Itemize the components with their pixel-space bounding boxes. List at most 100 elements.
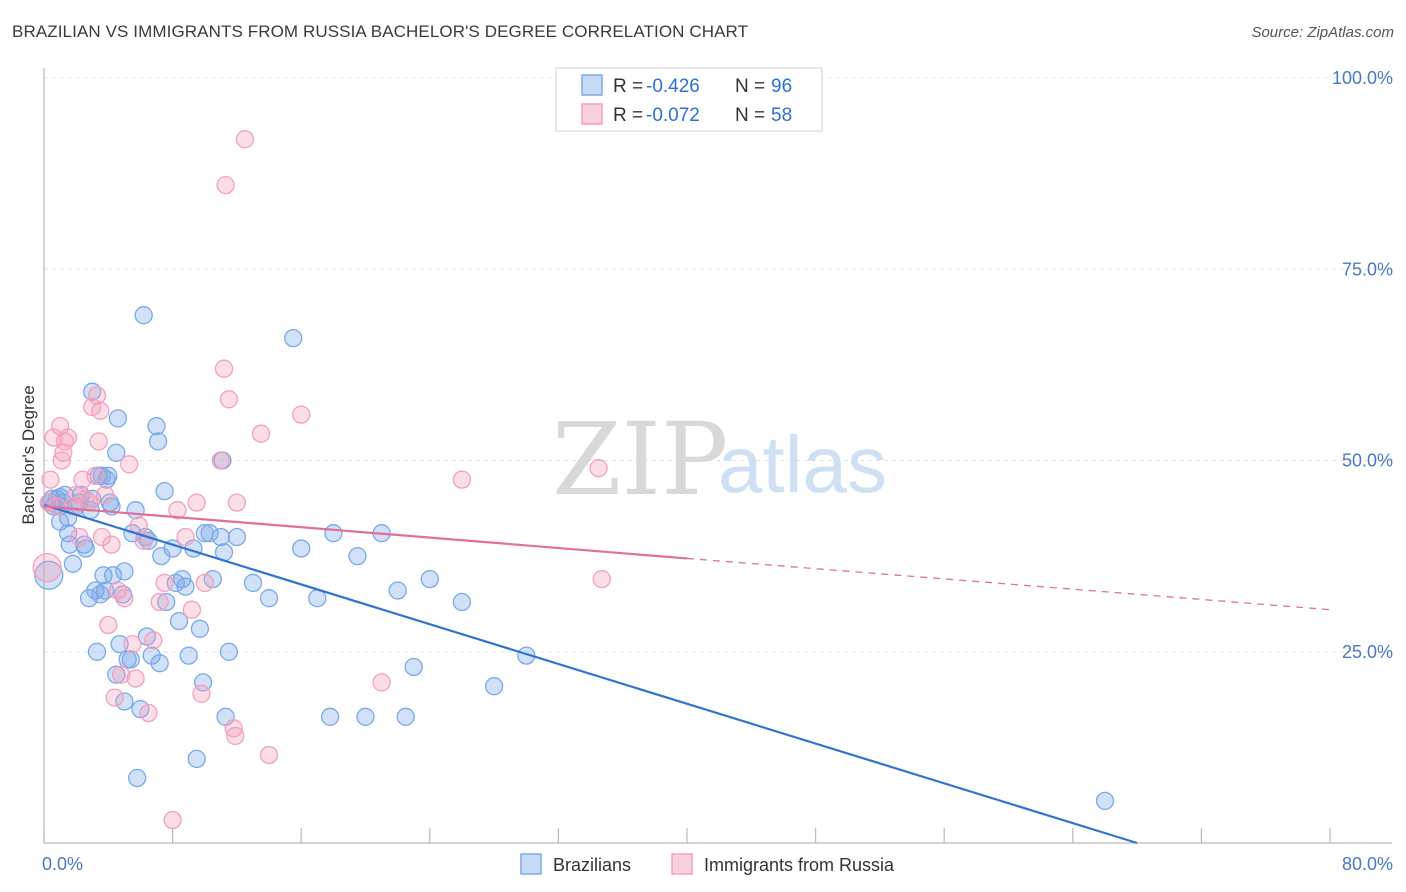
russia-point-28 — [115, 589, 134, 608]
legend-swatch-brazilians — [581, 74, 603, 96]
brazilians-point-56 — [155, 481, 174, 501]
brazilians-point-80 — [292, 539, 311, 558]
russia-point-39 — [168, 501, 187, 520]
legend: R = -0.426 N = 96 R = -0.072 N = 58 — [555, 67, 823, 132]
russia-point-55 — [292, 405, 311, 424]
brazilians-point-88 — [396, 707, 415, 726]
brazilians-point-75 — [219, 642, 239, 661]
trend-lines — [43, 503, 1331, 845]
russia-point-31 — [126, 669, 145, 688]
y-tick-label-2: 75.0% — [1342, 259, 1393, 279]
bottom-legend-russia: Immigrants from Russia — [704, 855, 895, 875]
brazilians-point-79 — [284, 328, 303, 348]
brazilians-point-52 — [147, 416, 166, 436]
brazilians-point-42 — [121, 650, 140, 669]
brazilians-point-85 — [356, 707, 375, 726]
brazilians-point-62 — [176, 577, 195, 596]
russia-point-52 — [235, 130, 255, 149]
brazilians-point-90 — [420, 569, 439, 589]
brazilians-point-54 — [150, 654, 169, 673]
russia-point-17 — [86, 466, 105, 485]
series-brazilians-points — [34, 306, 1115, 811]
brazilians-point-92 — [484, 677, 504, 696]
brazilians-point-36 — [108, 409, 128, 428]
russia-point-41 — [182, 600, 202, 619]
brazilians-point-63 — [179, 646, 198, 665]
y-tick-label-1: 50.0% — [1342, 451, 1393, 471]
russia-point-44 — [195, 573, 214, 593]
grid-lines — [44, 77, 1392, 653]
brazilians-point-17 — [76, 539, 95, 558]
russia-point-49 — [224, 719, 243, 738]
russia-point-9 — [58, 428, 78, 447]
brazilians-point-87 — [388, 581, 407, 600]
brazilians-point-44 — [126, 501, 145, 520]
legend-r-value-1: -0.072 — [646, 105, 700, 126]
brazilians-point-60 — [169, 611, 189, 631]
brazilians-point-84 — [348, 546, 367, 566]
brazilians-point-71 — [211, 527, 230, 547]
brazilians-point-83 — [324, 524, 343, 543]
russia-point-29 — [120, 455, 139, 474]
brazilians-point-40 — [115, 562, 134, 581]
brazilians-point-53 — [148, 432, 168, 451]
brazilians-point-35 — [107, 443, 126, 462]
russia-point-35 — [144, 631, 163, 650]
brazilians-trend-line — [43, 503, 1138, 845]
brazilians-point-94 — [1095, 791, 1115, 811]
russia-point-19 — [89, 432, 108, 451]
brazilians-point-76 — [227, 527, 247, 547]
russia-point-23 — [99, 615, 118, 635]
russia-trend-extension — [686, 557, 1331, 611]
y-tick-label-0: 25.0% — [1342, 642, 1393, 662]
russia-point-18 — [87, 386, 107, 405]
brazilians-point-39 — [115, 692, 134, 711]
russia-point-59 — [592, 569, 611, 589]
watermark-zip: ZIP — [552, 401, 728, 518]
watermark-atlas: atlas — [718, 420, 887, 509]
russia-point-36 — [150, 592, 169, 612]
legend-n-value-1: 58 — [771, 105, 792, 126]
brazilians-point-82 — [320, 707, 340, 726]
brazilians-point-78 — [259, 589, 279, 608]
legend-n-label-1: N = — [735, 105, 765, 126]
legend-n-value-0: 96 — [771, 76, 792, 97]
russia-point-48 — [219, 390, 239, 409]
legend-r-value-0: -0.426 — [646, 76, 700, 97]
y-axis-label: Bachelor's Degree — [19, 385, 38, 524]
russia-point-12 — [70, 527, 89, 547]
russia-point-20 — [91, 401, 110, 420]
brazilians-point-65 — [187, 749, 206, 769]
russia-point-47 — [216, 175, 235, 195]
legend-r-label-1: R = — [613, 105, 643, 126]
russia-point-3 — [44, 428, 63, 447]
russia-point-56 — [372, 673, 391, 692]
y-tick-label-3: 100.0% — [1332, 68, 1393, 88]
russia-point-0 — [32, 552, 62, 583]
brazilians-point-30 — [99, 466, 118, 485]
russia-point-42 — [187, 493, 206, 512]
brazilians-point-77 — [243, 573, 263, 593]
brazilians-point-45 — [128, 768, 147, 788]
brazilians-point-37 — [110, 634, 129, 654]
russia-point-24 — [102, 535, 121, 554]
russia-point-53 — [251, 424, 271, 443]
x-tick-labels: 0.0% 80.0% — [42, 854, 1393, 874]
russia-point-46 — [214, 359, 234, 378]
bottom-legend: Brazilians Immigrants from Russia — [520, 853, 895, 875]
russia-point-45 — [211, 451, 230, 470]
axes — [43, 68, 1392, 844]
russia-trend-line — [43, 505, 688, 560]
russia-point-43 — [192, 684, 211, 703]
russia-point-40 — [176, 527, 195, 547]
brazilians-point-28 — [95, 581, 115, 600]
brazilians-point-69 — [200, 524, 219, 543]
russia-point-58 — [589, 459, 608, 478]
brazilians-point-23 — [87, 642, 107, 661]
bottom-legend-swatch-brazilians — [520, 853, 542, 875]
russia-point-50 — [226, 726, 245, 746]
brazilians-point-27 — [94, 566, 113, 585]
russia-point-38 — [163, 810, 182, 830]
russia-point-51 — [227, 493, 247, 512]
